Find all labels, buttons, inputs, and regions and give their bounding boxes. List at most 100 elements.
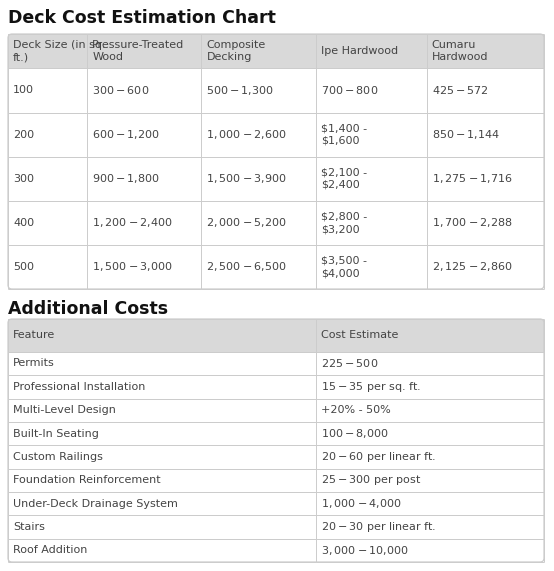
Bar xyxy=(88,201,202,245)
Bar xyxy=(8,469,316,492)
Bar xyxy=(88,34,202,69)
Text: $1,000 - $2,600: $1,000 - $2,600 xyxy=(207,128,288,141)
Text: 400: 400 xyxy=(13,218,34,228)
Text: +20% - 50%: +20% - 50% xyxy=(321,405,391,415)
Bar xyxy=(316,445,544,469)
Text: Ipe Hardwood: Ipe Hardwood xyxy=(321,46,398,56)
Bar xyxy=(316,515,544,538)
Bar xyxy=(316,469,544,492)
Bar xyxy=(316,156,427,201)
Bar xyxy=(202,69,316,112)
Bar xyxy=(316,34,427,69)
Bar xyxy=(88,69,202,112)
Bar xyxy=(8,422,316,445)
Bar xyxy=(316,245,427,289)
Bar xyxy=(427,69,544,112)
Text: Deck Size (in sq.
ft.): Deck Size (in sq. ft.) xyxy=(13,40,106,62)
Text: Roof Addition: Roof Addition xyxy=(13,545,88,556)
Bar xyxy=(8,492,316,515)
Bar xyxy=(8,538,316,562)
Bar xyxy=(88,112,202,156)
Text: Deck Cost Estimation Chart: Deck Cost Estimation Chart xyxy=(8,9,276,27)
Text: Feature: Feature xyxy=(13,331,55,340)
Text: 200: 200 xyxy=(13,130,34,139)
Bar xyxy=(316,422,544,445)
Bar xyxy=(88,156,202,201)
Text: $3,000 - $10,000: $3,000 - $10,000 xyxy=(321,544,409,557)
Bar xyxy=(8,156,88,201)
Bar xyxy=(8,445,316,469)
Bar xyxy=(202,34,316,69)
Text: $1,200 - $2,400: $1,200 - $2,400 xyxy=(93,216,173,230)
Text: $1,500 - $3,900: $1,500 - $3,900 xyxy=(207,172,288,185)
Bar xyxy=(8,399,316,422)
Text: 300: 300 xyxy=(13,174,34,184)
Text: $1,275 - $1,716: $1,275 - $1,716 xyxy=(432,172,512,185)
Text: $700 - $800: $700 - $800 xyxy=(321,85,378,96)
Bar xyxy=(8,515,316,538)
Text: $225 - $500: $225 - $500 xyxy=(321,357,378,369)
Text: $3,500 -
$4,000: $3,500 - $4,000 xyxy=(321,256,367,278)
Bar xyxy=(202,245,316,289)
Text: $300 - $600: $300 - $600 xyxy=(93,85,150,96)
Text: Under-Deck Drainage System: Under-Deck Drainage System xyxy=(13,498,178,509)
Bar xyxy=(8,112,88,156)
Text: $1,500 - $3,000: $1,500 - $3,000 xyxy=(93,260,173,274)
Text: $850 - $1,144: $850 - $1,144 xyxy=(432,128,500,141)
Text: $1,400 -
$1,600: $1,400 - $1,600 xyxy=(321,123,367,146)
Text: Professional Installation: Professional Installation xyxy=(13,382,145,392)
Bar xyxy=(202,156,316,201)
Text: Built-In Seating: Built-In Seating xyxy=(13,429,99,439)
Bar xyxy=(316,375,544,399)
Text: Additional Costs: Additional Costs xyxy=(8,300,168,318)
Bar xyxy=(316,69,427,112)
Text: $20 - $30 per linear ft.: $20 - $30 per linear ft. xyxy=(321,520,437,534)
Bar xyxy=(202,201,316,245)
Text: Cumaru
Hardwood: Cumaru Hardwood xyxy=(432,40,488,62)
Text: Cost Estimate: Cost Estimate xyxy=(321,331,398,340)
Text: $20 - $60 per linear ft.: $20 - $60 per linear ft. xyxy=(321,450,437,464)
Text: $1,000 - $4,000: $1,000 - $4,000 xyxy=(321,497,402,510)
Text: $15 - $35 per sq. ft.: $15 - $35 per sq. ft. xyxy=(321,380,421,394)
Text: Multi-Level Design: Multi-Level Design xyxy=(13,405,116,415)
Bar xyxy=(427,34,544,69)
Bar xyxy=(8,319,316,352)
Bar xyxy=(8,245,88,289)
Text: $500 - $1,300: $500 - $1,300 xyxy=(207,84,274,97)
Text: $2,800 -
$3,200: $2,800 - $3,200 xyxy=(321,212,367,234)
Bar xyxy=(8,201,88,245)
Text: Foundation Reinforcement: Foundation Reinforcement xyxy=(13,475,161,485)
Text: Stairs: Stairs xyxy=(13,522,45,532)
Text: Permits: Permits xyxy=(13,359,55,368)
Text: Custom Railings: Custom Railings xyxy=(13,452,103,462)
Bar xyxy=(427,201,544,245)
Text: $900 - $1,800: $900 - $1,800 xyxy=(93,172,160,185)
Bar xyxy=(8,352,316,375)
Text: 500: 500 xyxy=(13,262,34,272)
Text: $2,500 - $6,500: $2,500 - $6,500 xyxy=(207,260,288,274)
Bar xyxy=(316,319,544,352)
Text: $100 - $8,000: $100 - $8,000 xyxy=(321,427,389,440)
Bar xyxy=(8,375,316,399)
Text: $2,125 - $2,860: $2,125 - $2,860 xyxy=(432,260,512,274)
Text: $425 - $572: $425 - $572 xyxy=(432,85,488,96)
Bar xyxy=(202,112,316,156)
Text: $600 - $1,200: $600 - $1,200 xyxy=(93,128,160,141)
Text: 100: 100 xyxy=(13,86,34,95)
Bar xyxy=(316,492,544,515)
Text: $25 - $300 per post: $25 - $300 per post xyxy=(321,473,422,487)
Text: Composite
Decking: Composite Decking xyxy=(207,40,266,62)
Text: $2,000 - $5,200: $2,000 - $5,200 xyxy=(207,216,288,230)
Bar xyxy=(8,34,88,69)
Bar xyxy=(316,399,544,422)
Bar xyxy=(427,245,544,289)
Bar xyxy=(316,538,544,562)
Bar xyxy=(8,69,88,112)
Bar xyxy=(427,156,544,201)
Bar xyxy=(316,201,427,245)
Text: $2,100 -
$2,400: $2,100 - $2,400 xyxy=(321,167,367,190)
Text: Pressure-Treated
Wood: Pressure-Treated Wood xyxy=(93,40,184,62)
Bar xyxy=(427,112,544,156)
Bar xyxy=(88,245,202,289)
Text: $1,700 - $2,288: $1,700 - $2,288 xyxy=(432,216,512,230)
